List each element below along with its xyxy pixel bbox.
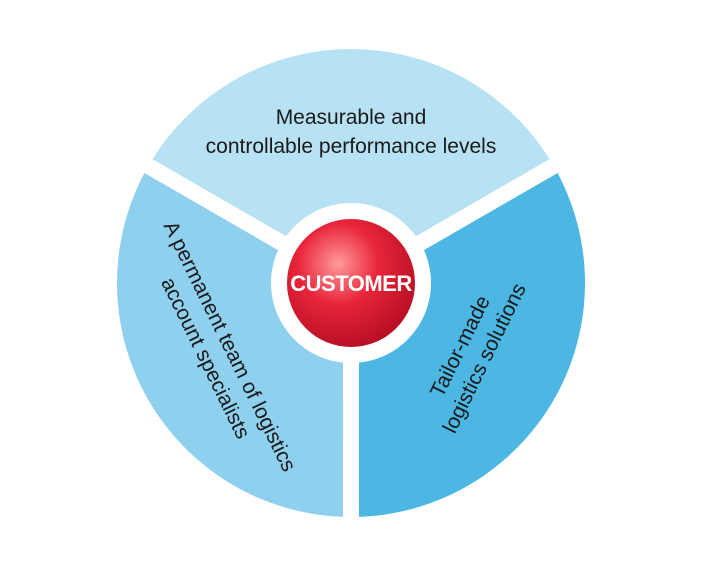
center-label: CUSTOMER <box>290 271 412 296</box>
center-circle <box>287 219 415 347</box>
segment-top <box>152 48 550 237</box>
segment-left <box>116 172 344 517</box>
segment-top-line-1: Measurable and <box>276 106 427 129</box>
segment-top-label: Measurable and controllable performance … <box>206 106 497 158</box>
segment-right <box>358 172 586 517</box>
segment-top-line-2: controllable performance levels <box>206 135 497 158</box>
